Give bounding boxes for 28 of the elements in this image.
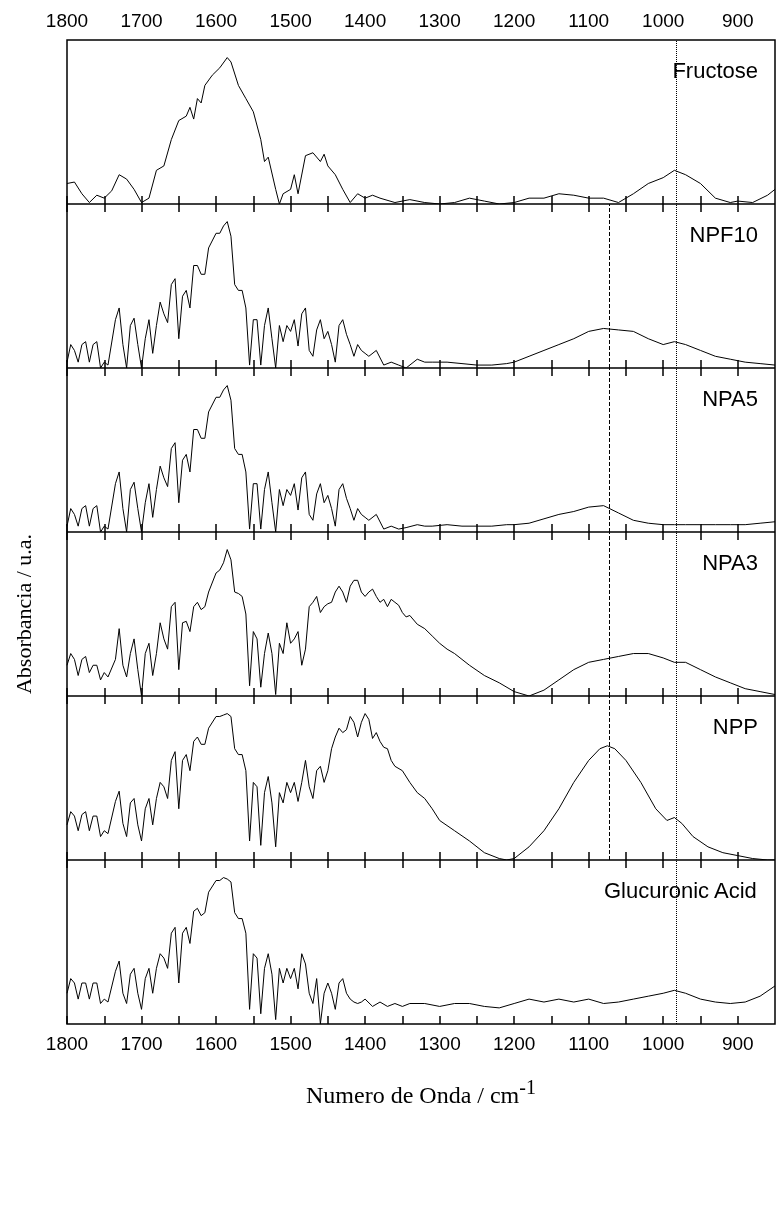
chart-title: NPP bbox=[712, 713, 759, 739]
chart-title: Fructose bbox=[672, 57, 759, 83]
chart-title: NPA3 bbox=[702, 549, 759, 575]
chart-title: Glucuronic Acid bbox=[603, 877, 757, 903]
x-axis-title: Numero de Onda / cm$^{-1}$ bbox=[305, 1076, 537, 1109]
x-tick-label: 1000 bbox=[642, 1033, 685, 1054]
x-tick-label: 900 bbox=[721, 1033, 754, 1054]
x-tick-label: 1800 bbox=[45, 10, 89, 31]
x-tick-label: 1200 bbox=[493, 1033, 536, 1054]
x-tick-label: 1300 bbox=[418, 10, 461, 31]
x-tick-label: 1700 bbox=[120, 10, 163, 31]
x-tick-label: 1000 bbox=[642, 10, 685, 31]
x-tick-label: 900 bbox=[721, 10, 754, 31]
x-tick-label: 1100 bbox=[568, 1033, 610, 1054]
chart-title: NPA5 bbox=[702, 385, 759, 411]
x-tick-label: 1100 bbox=[568, 10, 610, 31]
x-tick-label: 1400 bbox=[343, 1033, 387, 1054]
x-tick-label: 1200 bbox=[493, 10, 536, 31]
x-tick-label: 1400 bbox=[343, 10, 387, 31]
y-axis-title: Absorbancia / u.a. bbox=[11, 533, 37, 695]
x-tick-label: 1600 bbox=[194, 1033, 238, 1054]
chart-title: NPF10 bbox=[689, 221, 759, 247]
x-tick-label: 1800 bbox=[45, 1033, 89, 1054]
x-tick-label: 1700 bbox=[120, 1033, 163, 1054]
x-tick-label: 1500 bbox=[269, 10, 312, 31]
x-tick-label: 1500 bbox=[269, 1033, 312, 1054]
x-tick-label: 1300 bbox=[418, 1033, 461, 1054]
x-tick-label: 1600 bbox=[194, 10, 238, 31]
